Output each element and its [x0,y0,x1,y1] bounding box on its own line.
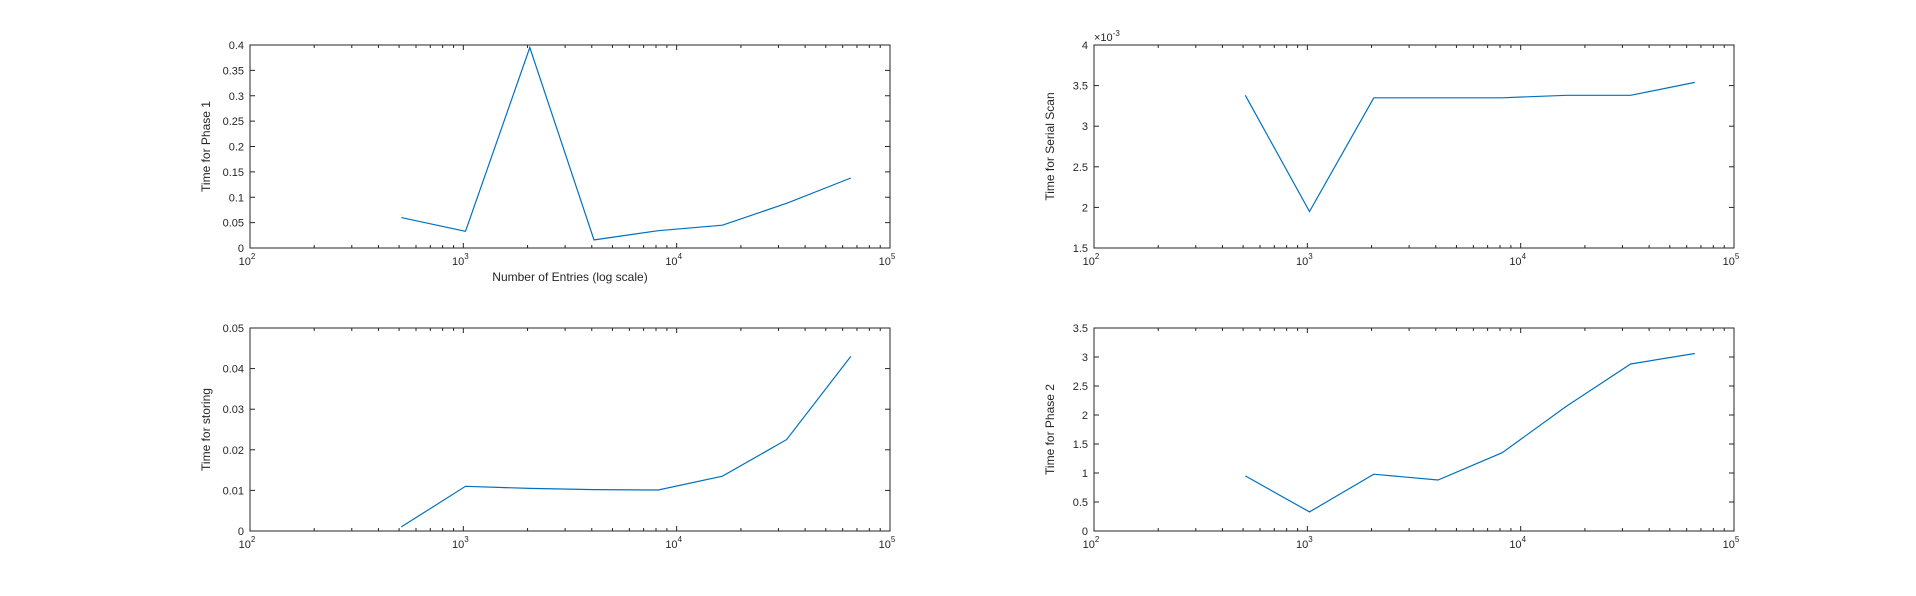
phase2-series-line [1245,352,1695,513]
serial-scan-y-tick-label: 2 [1082,202,1088,214]
phase1-y-tick-label: 0.4 [229,40,244,52]
serial-scan-y-tick-label: 1.5 [1073,243,1088,255]
storing-x-tick-label: 105 [879,535,896,551]
serial-scan-x-tick-label: 102 [1083,252,1100,268]
storing-y-tick-label: 0.04 [223,364,244,376]
phase1-x-tick-label: 102 [239,252,256,268]
phase1-y-tick-label: 0.3 [229,91,244,103]
storing-y-tick-label: 0.02 [223,445,244,457]
storing-x-tick-label: 104 [665,535,682,551]
phase1-y-tick-label: 0.15 [223,167,244,179]
storing-x-tick-label: 103 [452,535,469,551]
phase1-y-tick-label: 0.05 [223,218,244,230]
phase2-x-tick-label: 105 [1723,535,1740,551]
serial-scan-x-tick-label: 105 [1723,252,1740,268]
phase1-y-axis-label: Time for Phase 1 [199,101,213,192]
phase2-y-tick-label: 1 [1082,468,1088,480]
phase2-y-tick-label: 2.5 [1073,381,1088,393]
storing-y-tick-label: 0 [238,526,244,538]
storing-y-tick-label: 0.03 [223,404,244,416]
phase2-y-tick-label: 0.5 [1073,497,1088,509]
phase2-y-tick-label: 3 [1082,352,1088,364]
serial-scan-y-exponent: ×10-3 [1094,29,1120,44]
subplot-storing: 102 103 104 105 0 0.01 0.02 0.03 0.04 0.05 Time fo… [199,323,896,551]
phase1-axes-box [249,44,891,249]
phase2-x-tick-label: 102 [1083,535,1100,551]
serial-scan-y-tick-label: 4 [1082,40,1088,52]
subplot-phase1: 102 103 104 105 0 0.05 0.1 0.15 0.2 0.25 0.3 0.35 0.… [199,40,896,284]
serial-scan-x-tick-label: 103 [1296,252,1313,268]
phase2-y-tick-label: 1.5 [1073,439,1088,451]
phase1-x-tick-label: 104 [665,252,682,268]
storing-series-line [400,356,852,528]
serial-scan-y-tick-label: 3 [1082,121,1088,133]
phase1-y-tick-label: 0.35 [223,65,244,77]
phase1-y-tick-label: 0 [238,243,244,255]
phase1-x-tick-label: 105 [879,252,896,268]
phase2-y-tick-label: 0 [1082,526,1088,538]
phase2-y-tick-label: 2 [1082,410,1088,422]
phase2-axes-box [1093,327,1735,532]
phase2-y-axis-label: Time for Phase 2 [1043,384,1057,475]
serial-scan-y-tick-label: 2.5 [1073,162,1088,174]
subplot-phase2: 102 103 104 105 0 0.5 1 1.5 2 2.5 3 3.5 Time for Pha… [1043,323,1740,551]
serial-scan-x-tick-label: 104 [1509,252,1526,268]
phase1-y-tick-label: 0.1 [229,192,244,204]
storing-y-tick-label: 0.05 [223,323,244,335]
phase1-y-tick-label: 0.2 [229,142,244,154]
serial-scan-axes-box [1093,44,1735,249]
storing-x-tick-label: 102 [239,535,256,551]
storing-y-axis-label: Time for storing [199,388,213,471]
storing-axes-box [249,327,891,532]
subplot-serial-scan: 102 103 104 105 1.5 2 2.5 3 3.5 4 ×10-3 Time for Se… [1043,29,1740,268]
serial-scan-series-line [1244,81,1695,213]
storing-y-tick-label: 0.01 [223,485,244,497]
phase2-y-tick-label: 3.5 [1073,323,1088,335]
phase2-x-tick-label: 103 [1296,535,1313,551]
phase2-x-tick-label: 104 [1509,535,1526,551]
phase1-y-tick-label: 0.25 [223,116,244,128]
serial-scan-y-axis-label: Time for Serial Scan [1043,92,1057,200]
phase1-x-tick-label: 103 [452,252,469,268]
phase1-x-axis-label: Number of Entries (log scale) [492,270,647,284]
phase1-series-line [401,45,852,241]
serial-scan-y-tick-label: 3.5 [1073,81,1088,93]
